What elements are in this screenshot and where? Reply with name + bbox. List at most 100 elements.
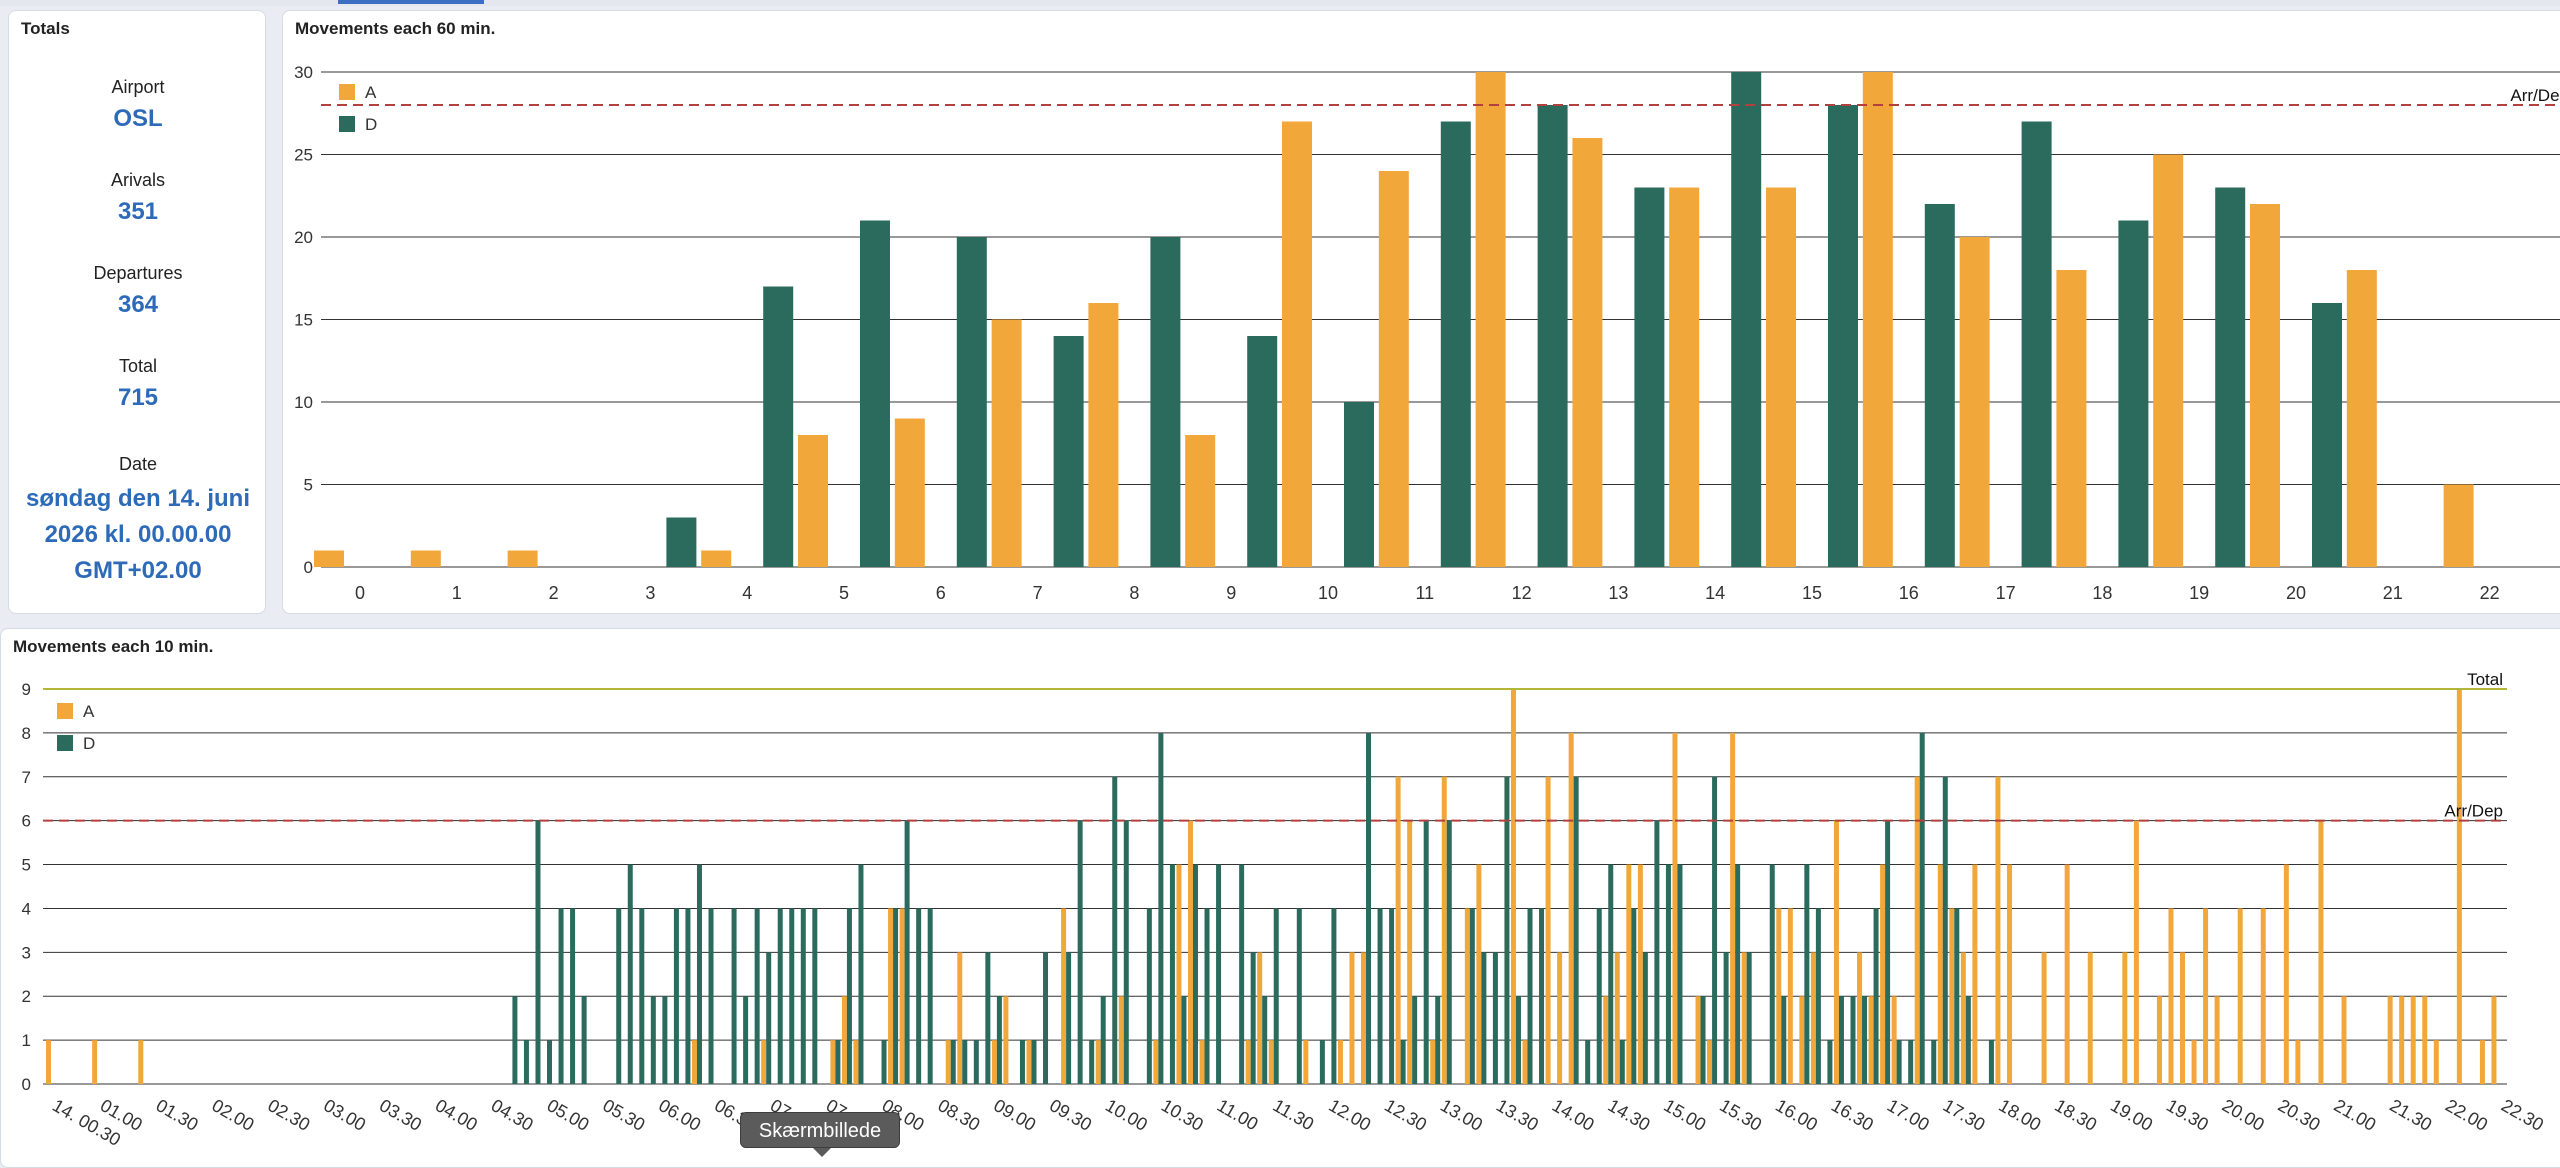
departures-label: Departures [93,263,183,283]
total-label: Total [118,356,158,376]
bar-d [1631,908,1637,1084]
bar-d [1077,820,1083,1084]
x-tick-label: 05.30 [599,1095,648,1135]
bar-d [1366,732,1372,1084]
bar-a [2087,952,2093,1084]
bar-a [1914,776,1920,1084]
bar-a [1282,121,1312,567]
bar-d [1504,776,1510,1084]
x-tick-label: 11 [1415,583,1434,603]
bar-d [1019,1040,1025,1084]
y-tick-label: 1 [22,1031,31,1050]
bar-d [800,908,806,1084]
bar-a [2456,689,2462,1084]
bar-d [1885,820,1891,1084]
legend-label: D [83,734,95,753]
bar-a [957,952,963,1084]
bar-a [2006,864,2012,1084]
bar-d [731,908,737,1084]
bar-a [1185,435,1216,567]
bar-d [1481,952,1487,1084]
y-tick-label: 20 [294,228,313,247]
bar-a [1880,864,1886,1084]
bar-a [1972,864,1978,1084]
airport-value: OSL [113,105,163,132]
bar-d [1731,72,1762,567]
bar-d [662,996,668,1084]
bar-a [1268,1040,1274,1084]
bar-d [996,996,1002,1084]
active-tab-indicator [338,0,484,4]
bar-d [950,1040,956,1084]
bar-d [916,908,922,1084]
bar-d [1619,1040,1625,1084]
bar-a [1707,1040,1713,1084]
bar-d [1100,996,1106,1084]
bar-a [1857,952,1863,1084]
bar-a [701,550,732,567]
bar-d [985,952,991,1084]
y-tick-label: 7 [22,768,31,787]
bar-d [1446,820,1452,1084]
bar-d [1181,996,1187,1084]
bar-a [410,550,441,567]
bar-a [2443,484,2474,567]
x-tick-label: 17.30 [1940,1095,1989,1135]
bar-d [1031,1040,1037,1084]
bar-a [894,418,925,567]
bar-d [927,908,933,1084]
x-tick-label: 09.00 [990,1095,1039,1135]
bar-a [1960,952,1966,1084]
x-tick-label: 0 [355,583,365,603]
bar-a [1995,776,2001,1084]
bar-a [1557,952,1563,1084]
x-tick-label: 19.00 [2107,1095,2156,1135]
x-tick-label: 18 [2092,583,2112,603]
bar-d [1896,1040,1902,1084]
x-tick-label: 05.00 [544,1095,593,1135]
bar-a [1891,996,1897,1084]
y-tick-label: 6 [22,812,31,831]
y-tick-label: 10 [294,393,313,412]
hourly-chart-title: Movements each 60 min. [295,19,496,38]
bar-a [92,1040,98,1084]
totals-title: Totals [21,19,70,38]
bar-d [812,908,818,1084]
bar-d [685,908,691,1084]
x-tick-label: 20.30 [2275,1095,2324,1135]
bar-d [1331,908,1337,1084]
bar-a [1476,864,1482,1084]
bar-a [2168,908,2174,1084]
bar-d [789,908,795,1084]
bar-a [2479,1040,2485,1084]
x-tick-label: 20 [2286,583,2306,603]
bar-a [1187,820,1193,1084]
arrivals-label: Arivals [110,170,165,190]
bar-d [973,1040,979,1084]
bar-d [1440,121,1471,567]
bar-a [1153,1040,1159,1084]
bar-d [1262,996,1268,1084]
bar-d [1665,864,1671,1084]
bar-d [1204,908,1210,1084]
bar-d [1815,908,1821,1084]
x-tick-label: 8 [1129,583,1139,603]
bar-a [2214,996,2220,1084]
bar-a [853,1040,859,1084]
bar-d [766,952,772,1084]
bar-a [1614,952,1620,1084]
bar-a [1118,996,1124,1084]
bar-d [881,1040,887,1084]
x-tick-label: 6 [936,583,946,603]
x-tick-label: 18.30 [2051,1095,2100,1135]
bar-d [1827,1040,1833,1084]
legend-label: D [365,115,377,134]
legend-label: A [83,702,95,721]
bar-a [2341,996,2347,1084]
bar-d [1112,776,1118,1084]
bar-a [1303,1040,1309,1084]
bar-a [1026,1040,1032,1084]
bar-a [2422,996,2428,1084]
bar-a [2318,820,2324,1084]
bar-d [1988,1040,1994,1084]
